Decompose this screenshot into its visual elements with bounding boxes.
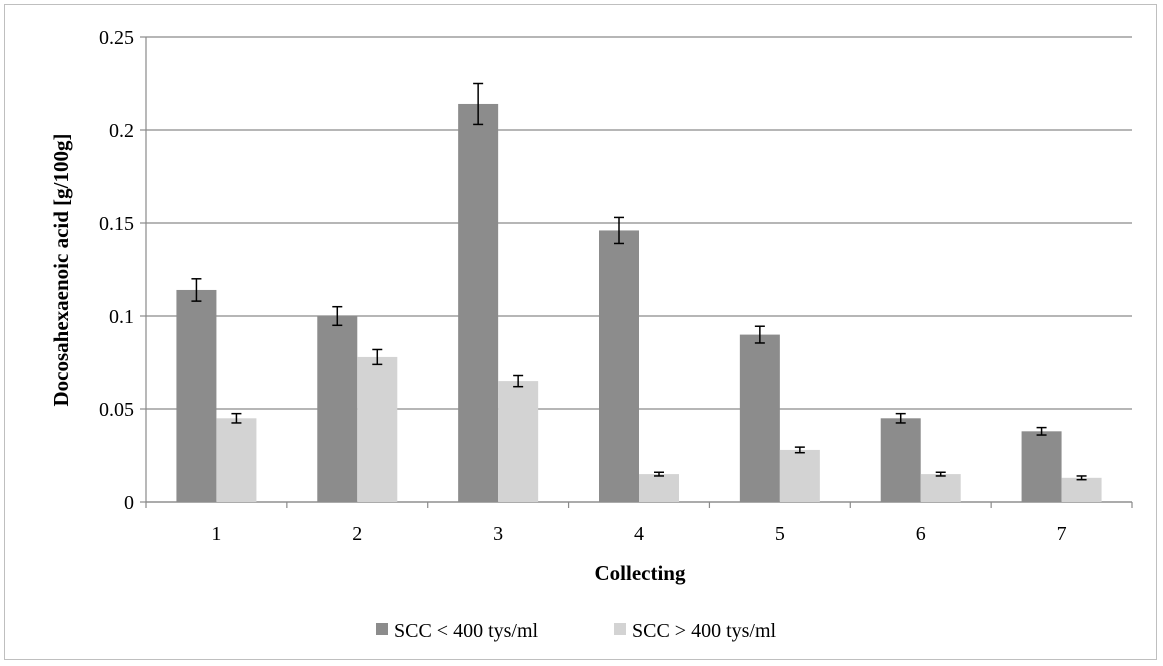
- gridlines: [140, 36, 1133, 508]
- legend-swatch: [614, 623, 626, 635]
- error-bar: [654, 471, 664, 477]
- error-bar: [935, 471, 946, 477]
- x-tick-label: 2: [352, 523, 362, 545]
- error-bar: [513, 374, 524, 388]
- y-tick-label: 0: [124, 492, 134, 514]
- x-tick-label: 5: [775, 523, 785, 545]
- bar-scc-high: [216, 418, 257, 502]
- bar-scc-low: [176, 289, 217, 502]
- bar-scc-high: [498, 381, 539, 502]
- error-bars: [191, 82, 1087, 481]
- bar-scc-high: [920, 474, 961, 502]
- error-bar: [1036, 426, 1047, 436]
- error-bar: [332, 305, 343, 327]
- legend-label: SCC > 400 tys/ml: [632, 620, 777, 642]
- bar-scc-low: [1021, 431, 1062, 502]
- error-bar: [794, 446, 805, 454]
- y-tick-label: 0.05: [99, 399, 134, 421]
- y-tick-labels: 0 0.05 0.1 0.15 0.2 0.25: [99, 27, 134, 514]
- x-tick-label: 6: [916, 523, 926, 545]
- y-tick-label: 0.2: [109, 120, 134, 142]
- x-tick-label: 7: [1057, 523, 1067, 545]
- y-tick-label: 0.25: [99, 27, 134, 49]
- legend: SCC < 400 tys/ml SCC > 400 tys/ml: [376, 620, 777, 642]
- x-tick-label: 1: [211, 523, 221, 545]
- error-bar: [1076, 475, 1087, 481]
- bar-scc-low: [880, 418, 921, 502]
- legend-swatch: [376, 623, 388, 635]
- bar-scc-low: [317, 316, 358, 502]
- error-bar: [372, 348, 383, 366]
- error-bar: [191, 278, 202, 302]
- y-tick-label: 0.15: [99, 213, 134, 235]
- error-bar: [614, 216, 624, 245]
- x-tick-label: 3: [493, 523, 503, 545]
- bar-scc-high: [1061, 477, 1102, 502]
- x-tick-label: 4: [634, 523, 644, 545]
- error-bar: [473, 82, 484, 126]
- bars: [176, 103, 1102, 503]
- bar-scc-high: [779, 449, 820, 502]
- legend-label: SCC < 400 tys/ml: [394, 620, 539, 642]
- error-bar: [231, 412, 242, 424]
- bar-scc-low: [458, 103, 499, 503]
- x-tick-labels: 1 2 3 4 5 6 7: [211, 523, 1066, 545]
- y-tick-label: 0.1: [109, 306, 134, 328]
- bar-scc-high: [639, 474, 679, 502]
- bar-scc-high: [357, 356, 398, 502]
- bar-scc-low: [599, 230, 639, 502]
- error-bar: [754, 325, 765, 344]
- error-bar: [895, 412, 906, 424]
- y-axis-title: Docosahexaenoic acid [g/100g]: [49, 134, 73, 407]
- x-axis-title: Collecting: [595, 561, 686, 585]
- bar-scc-low: [739, 334, 780, 502]
